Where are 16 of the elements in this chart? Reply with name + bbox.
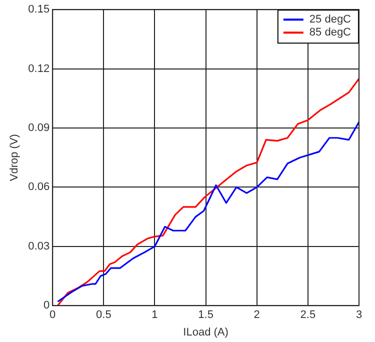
y-tick-label: 0.12 [28,62,50,75]
y-tick-label: 0.06 [28,181,50,194]
x-tick-label: 2.5 [300,309,316,322]
y-tick-label: 0.09 [28,122,50,134]
x-axis-title: ILoad (A) [183,326,228,338]
x-tick-label: 1.5 [198,309,214,322]
x-tick-label: 2 [254,309,260,322]
legend-label: 25 degC [309,14,352,26]
x-tick-label: 1 [152,309,158,322]
y-tick-label: 0.03 [28,240,50,252]
x-tick-label: 0.5 [96,309,112,322]
y-tick-label: 0.15 [28,4,50,16]
legend-label: 85 degC [309,26,352,39]
y-axis-title: Vdrop (V) [8,134,21,182]
y-tick-label: 0 [43,300,50,312]
x-tick-label: 3 [356,309,362,322]
